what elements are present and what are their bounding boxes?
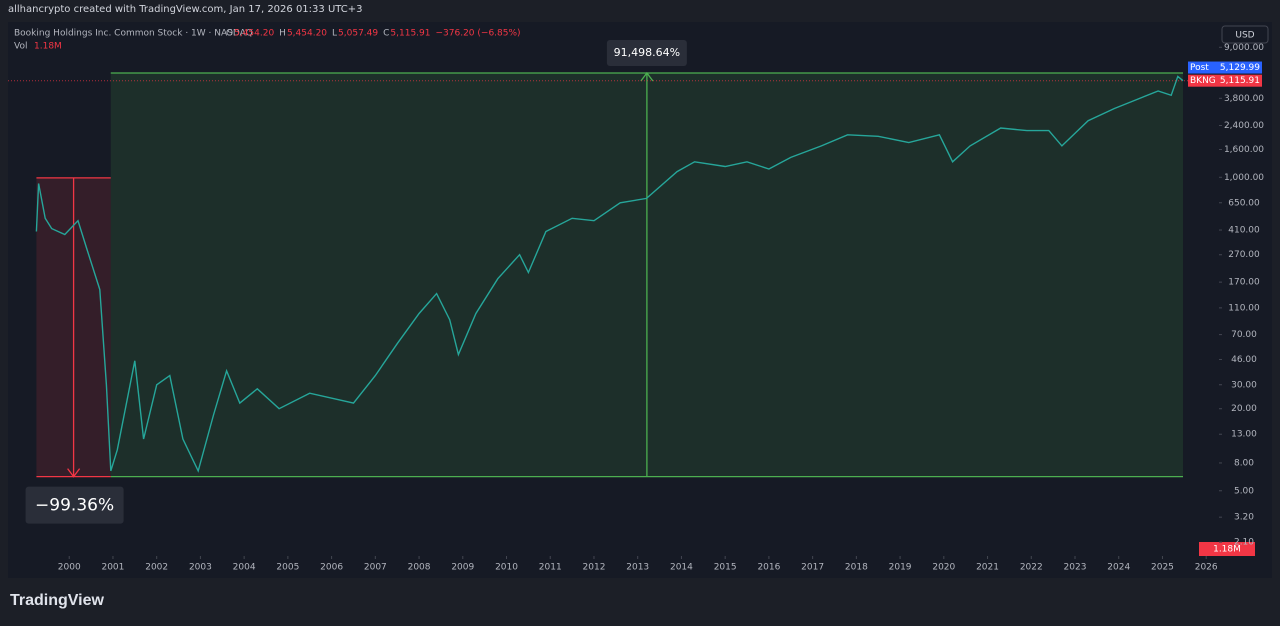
price-tag-box xyxy=(1188,61,1262,74)
x-tick-label: 2008 xyxy=(408,563,431,573)
vol-badge-box xyxy=(1199,542,1255,556)
price-tag-value: 5,129.99 xyxy=(1220,63,1260,73)
y-tick-label: 2,400.00 xyxy=(1224,121,1264,131)
credit: allhancrypto created with TradingView.co… xyxy=(8,4,363,15)
y-tick-label: 410.00 xyxy=(1228,226,1260,236)
x-tick-label: 2012 xyxy=(583,563,606,573)
x-tick-label: 2021 xyxy=(976,563,999,573)
y-tick-label: 46.00 xyxy=(1231,355,1257,365)
measure-label: −99.36% xyxy=(35,496,114,516)
x-tick-label: 2013 xyxy=(626,563,649,573)
y-tick-label: 9,000.00 xyxy=(1224,43,1264,53)
ohlc-value: 5,057.49 xyxy=(338,29,378,39)
y-tick-label: 1,000.00 xyxy=(1224,173,1264,183)
price-tag-value: 5,115.91 xyxy=(1220,76,1260,86)
y-tick-label: 5.00 xyxy=(1234,486,1254,496)
arrow-head xyxy=(640,71,654,82)
price-line xyxy=(35,75,1184,473)
x-tick-label: 2009 xyxy=(451,563,474,573)
currency[interactable]: USD xyxy=(1235,31,1254,41)
y-tick-label: 3.20 xyxy=(1234,513,1254,523)
symbol: Booking Holdings Inc. Common Stock · 1W … xyxy=(14,29,253,39)
ohlc-key: O xyxy=(226,29,233,39)
y-tick-label: 8.00 xyxy=(1234,458,1254,468)
vol-key: Vol xyxy=(14,42,27,52)
x-tick-label: 2023 xyxy=(1064,563,1087,573)
vol-value: 1.18M xyxy=(34,42,62,52)
y-tick-label: 30.00 xyxy=(1231,380,1257,390)
x-tick-label: 2020 xyxy=(932,563,955,573)
ohlc-value: 5,454.20 xyxy=(234,29,274,39)
ohlc-value: 5,454.20 xyxy=(287,29,327,39)
y-tick-label: 270.00 xyxy=(1228,250,1260,260)
ohlc-change: −376.20 (−6.85%) xyxy=(436,29,521,39)
y-tick-label: 20.00 xyxy=(1231,404,1257,414)
x-tick-label: 2001 xyxy=(101,563,124,573)
x-tick-label: 2014 xyxy=(670,563,693,573)
x-tick-label: 2010 xyxy=(495,563,518,573)
measure-label-box xyxy=(25,486,124,524)
x-tick-label: 2002 xyxy=(145,563,168,573)
x-tick-label: 2016 xyxy=(757,563,780,573)
ohlc-key: H xyxy=(279,29,286,39)
currency-box[interactable] xyxy=(1221,25,1269,44)
measure-label-box xyxy=(606,39,687,66)
y-tick-label: 3,800.00 xyxy=(1224,94,1264,104)
price-tag-box xyxy=(1188,74,1262,87)
ohlc-key: L xyxy=(332,29,337,39)
measure-label: 91,498.64% xyxy=(614,46,680,59)
y-tick-label: 2.10 xyxy=(1234,538,1254,548)
x-tick-label: 2004 xyxy=(233,563,256,573)
x-tick-label: 2018 xyxy=(845,563,868,573)
x-tick-label: 2022 xyxy=(1020,563,1043,573)
x-tick-label: 2025 xyxy=(1151,563,1174,573)
x-tick-label: 2015 xyxy=(714,563,737,573)
y-tick-label: 70.00 xyxy=(1231,330,1257,340)
x-tick-label: 2007 xyxy=(364,563,387,573)
vol-badge: 1.18M xyxy=(1213,545,1241,555)
ohlc-key: C xyxy=(383,29,389,39)
x-tick-label: 2026 xyxy=(1195,563,1218,573)
x-tick-label: 2005 xyxy=(276,563,299,573)
x-tick-label: 2024 xyxy=(1107,563,1130,573)
price-tag-name: Post xyxy=(1190,63,1209,73)
arrow-head xyxy=(67,468,81,478)
y-tick-label: 650.00 xyxy=(1228,198,1260,208)
x-tick-label: 2019 xyxy=(889,563,912,573)
x-tick-label: 2003 xyxy=(189,563,212,573)
y-tick-label: 13.00 xyxy=(1231,430,1257,440)
price-tag-name: BKNG xyxy=(1190,76,1216,86)
y-tick-label: 170.00 xyxy=(1228,278,1260,288)
x-tick-label: 2011 xyxy=(539,563,562,573)
ohlc-value: 5,115.91 xyxy=(390,29,430,39)
y-tick-label: 110.00 xyxy=(1228,303,1260,313)
y-tick-label: 1,600.00 xyxy=(1224,145,1264,155)
x-tick-label: 2000 xyxy=(58,563,81,573)
brand: TradingView xyxy=(10,592,104,609)
x-tick-label: 2017 xyxy=(801,563,824,573)
chart-panel xyxy=(8,22,1272,578)
x-tick-label: 2006 xyxy=(320,563,343,573)
